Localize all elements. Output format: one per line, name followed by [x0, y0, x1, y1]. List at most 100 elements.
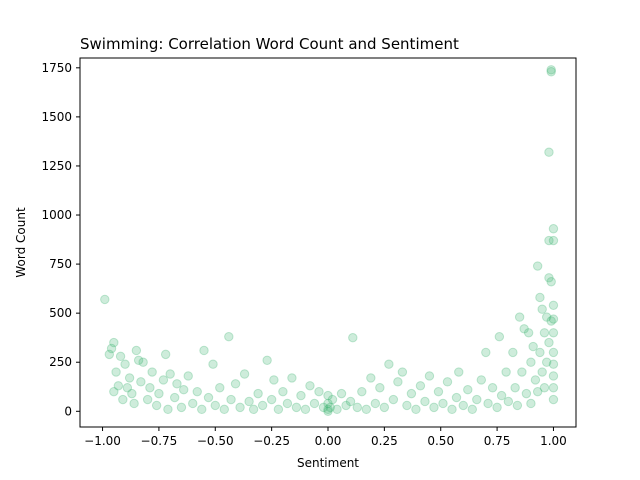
data-point [472, 394, 482, 405]
data-point [109, 386, 119, 397]
data-point [332, 404, 342, 415]
data-point [287, 373, 297, 383]
data-point [375, 383, 385, 393]
y-tick-label: 1750 [41, 61, 72, 75]
data-point [104, 349, 115, 360]
data-point [463, 385, 473, 395]
data-point [411, 404, 421, 415]
y-tick-label: 0 [64, 404, 72, 418]
x-tick-label: −0.25 [253, 434, 290, 448]
data-point [208, 359, 218, 369]
data-point [537, 367, 547, 377]
data-point [142, 394, 153, 405]
data-point [235, 402, 245, 413]
data-point [433, 386, 444, 397]
x-tick-label: 0.50 [427, 434, 454, 448]
data-point [113, 381, 124, 391]
x-tick-label: 0.25 [371, 434, 398, 448]
x-axis-title: Sentiment [297, 456, 359, 470]
data-point [300, 404, 311, 415]
data-point [526, 398, 536, 409]
data-point [257, 400, 268, 411]
x-axis: −1.00 −0.75 −0.50 −0.25 0.00 0.25 0.50 0.75 1.00 [84, 427, 567, 448]
y-tick-label: 500 [49, 306, 72, 320]
x-tick-label: 1.00 [540, 434, 567, 448]
data-point [447, 404, 457, 415]
data-point [496, 390, 507, 401]
data-point [192, 386, 202, 397]
y-axis-title: Word Count [14, 207, 28, 278]
data-point [467, 404, 477, 415]
data-point [309, 398, 320, 409]
data-point [129, 398, 139, 409]
x-tick-label: −1.00 [84, 434, 121, 448]
data-point [483, 398, 493, 409]
data-point [420, 396, 430, 407]
data-point [199, 345, 209, 356]
x-tick-label: −0.75 [141, 434, 178, 448]
data-point [115, 351, 126, 362]
data-point [154, 388, 164, 399]
data-point [323, 398, 333, 409]
data-point [323, 404, 333, 415]
data-point [544, 337, 554, 348]
data-point [278, 386, 288, 397]
data-point [273, 404, 284, 415]
data-point [138, 357, 148, 367]
data-point [188, 398, 198, 409]
data-point [122, 383, 133, 393]
chart-title: Swimming: Correlation Word Count and Sen… [80, 35, 459, 53]
data-point [393, 377, 403, 387]
data-point [120, 359, 130, 369]
data-point [541, 357, 552, 367]
data-point [492, 402, 502, 413]
data-point [548, 394, 559, 405]
data-point [546, 67, 556, 77]
data-point [532, 386, 543, 397]
data-point [183, 371, 193, 381]
y-tick-label: 1500 [41, 110, 72, 124]
data-point [494, 332, 505, 342]
data-point [537, 304, 547, 314]
data-point [528, 341, 538, 352]
x-tick-label: 0.75 [484, 434, 511, 448]
data-point [111, 367, 121, 377]
data-point [248, 404, 259, 415]
data-point [544, 235, 554, 246]
data-point [136, 377, 146, 387]
data-point [179, 385, 189, 395]
data-point [314, 386, 324, 397]
data-point [361, 404, 372, 415]
data-point [176, 402, 187, 413]
data-point [546, 316, 556, 326]
data-point [147, 367, 157, 377]
x-tick-label: −0.50 [197, 434, 234, 448]
data-point [539, 383, 550, 393]
data-point [384, 359, 394, 369]
data-point [548, 347, 559, 358]
data-point [517, 367, 527, 377]
data-point [296, 390, 306, 401]
data-point [526, 357, 536, 367]
y-tick-label: 250 [49, 355, 72, 369]
data-point [127, 388, 137, 399]
data-point [366, 373, 376, 383]
data-point [406, 388, 417, 399]
data-point [544, 273, 554, 283]
data-point [336, 388, 347, 399]
data-point [226, 394, 236, 405]
y-tick-label: 1000 [41, 208, 72, 222]
data-point [548, 314, 559, 324]
data-point [402, 400, 412, 411]
data-point [224, 332, 234, 342]
y-tick-label: 750 [49, 257, 72, 271]
data-point [388, 394, 399, 405]
data-point [521, 388, 532, 399]
data-point [151, 400, 162, 411]
data-point [323, 406, 333, 416]
data-point [109, 337, 119, 348]
data-point [145, 383, 155, 393]
data-point [352, 402, 363, 413]
y-tick-label: 1250 [41, 159, 72, 173]
